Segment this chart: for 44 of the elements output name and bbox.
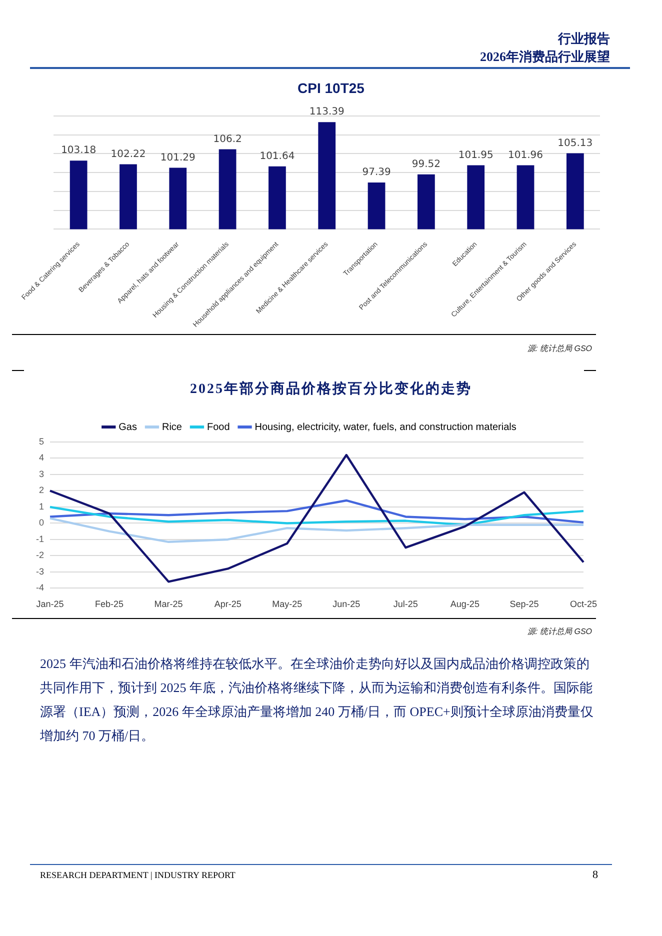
y-tick-label: 2 [38,485,44,496]
x-tick-label: Jan-25 [36,599,64,610]
data-label: 99.52 [412,159,441,170]
y-tick-label: 0 [38,518,44,528]
y-tick-label: 4 [38,452,44,463]
x-tick-label: Mar-25 [154,599,183,610]
y-tick-label: 3 [38,468,44,479]
text: 2025 年汽油和石油价格将维持在较低水平。在全球油价走势向好以及国内成品油价格调控政策的共同作用下，预计到 2025 年底，汽油价格将继续下降，从而为运输和消费创造有利条件。国际能源署（IEA）预测，2026 年全球原油产量将增加 240 万桶/日，而 OPEC+则预计全球原油消费量仅增加约 70 万桶/日。 [40,655,594,745]
data-label: 113.39 [309,106,344,118]
data-label: 106.2 [213,134,242,145]
data-label: 101.96 [508,150,544,161]
x-tick-label: Apr-25 [214,599,242,610]
x-tick-label: Oct-25 [570,599,598,610]
y-tick-label: -1 [36,534,44,544]
y-tick-label: 5 [38,436,44,446]
legend-label: Rice [162,422,182,433]
text: 源: 统计总局 GSO [528,626,592,637]
x-tick-label: May-25 [272,599,302,610]
legend-label: Gas [118,422,137,433]
text: 8 [592,869,598,881]
text: 源: 统计总局 GSO [528,343,592,354]
y-tick-label: -4 [36,582,44,593]
text: 2026年消费品行业展望 [480,48,610,66]
data-label: 101.29 [160,152,196,164]
data-label: 103.18 [61,145,96,156]
x-tick-label: Jun-25 [332,599,360,610]
x-tick-label: Sep-25 [510,599,539,610]
data-label: 102.22 [110,148,146,160]
x-tick-label: Aug-25 [450,599,480,610]
x-tick-label: Jul-25 [393,599,418,610]
chart-title: CPI 10T25 [296,80,366,96]
x-tick-label: Feb-25 [95,599,124,610]
data-label: 101.95 [458,150,494,161]
text: RESEARCH DEPARTMENT | INDUSTRY REPORT [40,870,236,880]
y-tick-label: 1 [38,501,44,512]
text: 行业报告 [558,30,610,48]
data-label: 101.64 [260,151,295,162]
chart-title: 2025年部分商品价格按百分比变化的走势 [189,380,473,398]
legend-label: Housing, electricity, water, fuels, and construction materials [254,422,516,433]
data-label: 97.39 [362,167,391,178]
y-tick-label: -3 [36,566,44,576]
data-label: 105.13 [558,138,593,149]
y-tick-label: -2 [36,550,44,560]
legend-label: Food [206,422,230,433]
